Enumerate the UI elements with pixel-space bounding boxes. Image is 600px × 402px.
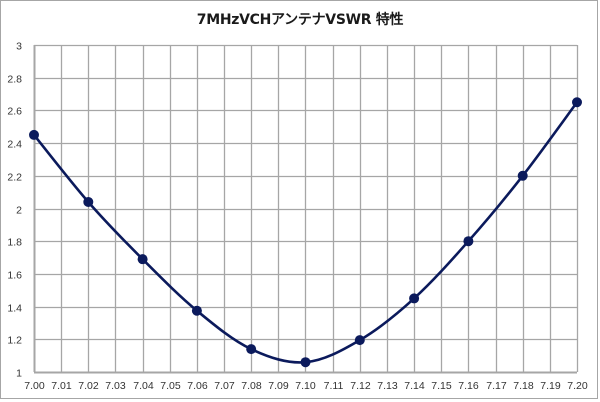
x-tick-label: 7.14 — [404, 380, 425, 392]
x-tick-label: 7.04 — [133, 380, 154, 392]
data-point-marker — [517, 170, 528, 181]
y-tick-label: 2.4 — [7, 139, 22, 151]
y-tick-label: 2.8 — [7, 74, 22, 86]
data-point-marker — [137, 254, 148, 265]
x-tick-label: 7.10 — [295, 380, 316, 392]
x-tick-label: 7.03 — [105, 380, 126, 392]
x-axis-tick-labels: 7.00 7.01 7.02 7.03 7.04 7.05 7.06 7.07 7.08 7.09… — [24, 380, 588, 392]
x-tick-label: 7.05 — [160, 380, 181, 392]
y-tick-label: 2.6 — [7, 106, 22, 118]
x-tick-label: 7.00 — [24, 380, 45, 392]
data-point-marker — [409, 293, 420, 304]
x-tick-label: 7.02 — [78, 380, 99, 392]
data-point-marker — [572, 97, 582, 108]
y-tick-label: 1.4 — [7, 303, 22, 315]
y-tick-label: 2.2 — [7, 172, 22, 184]
y-tick-label: 1.2 — [7, 335, 22, 347]
x-tick-label: 7.19 — [540, 380, 561, 392]
y-tick-label: 1 — [16, 368, 22, 380]
x-tick-label: 7.12 — [350, 380, 371, 392]
y-tick-label: 3 — [16, 41, 22, 53]
y-tick-label: 1.6 — [7, 270, 22, 282]
x-tick-label: 7.06 — [187, 380, 208, 392]
x-tick-label: 7.18 — [513, 380, 534, 392]
data-point-marker — [463, 236, 474, 247]
chart-title: 7MHzVCHアンテナVSWR 特性 — [196, 12, 404, 28]
y-axis-tick-labels: 1 1.2 1.4 1.6 1.8 2 2.2 2.4 2.6 2.8 3 — [7, 41, 22, 380]
data-point-marker — [191, 305, 202, 316]
data-point-marker — [246, 344, 257, 355]
y-tick-label: 1.8 — [7, 237, 22, 249]
x-tick-label: 7.01 — [51, 380, 72, 392]
vswr-data-markers — [29, 97, 582, 368]
y-tick-label: 2 — [16, 205, 22, 217]
x-tick-label: 7.13 — [377, 380, 398, 392]
data-point-marker — [29, 129, 39, 140]
x-tick-label: 7.09 — [268, 380, 289, 392]
x-tick-label: 7.07 — [214, 380, 235, 392]
x-tick-label: 7.16 — [458, 380, 479, 392]
x-tick-label: 7.11 — [324, 380, 344, 392]
x-tick-label: 7.15 — [431, 380, 452, 392]
data-point-marker — [83, 196, 94, 207]
x-tick-label: 7.17 — [486, 380, 507, 392]
x-tick-label: 7.08 — [241, 380, 262, 392]
x-tick-label: 7.20 — [567, 380, 588, 392]
data-point-marker — [300, 357, 311, 368]
data-point-marker — [354, 335, 365, 346]
